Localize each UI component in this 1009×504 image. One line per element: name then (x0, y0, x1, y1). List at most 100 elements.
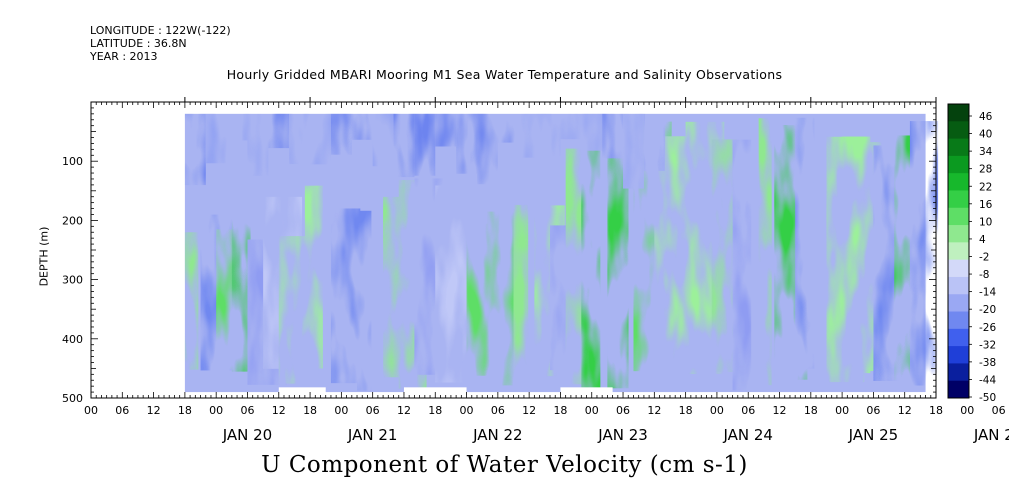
colorbar-label: -32 (979, 339, 996, 351)
x-day-label: JAN 22 (472, 426, 523, 444)
field-band (560, 113, 582, 140)
field-band (602, 113, 624, 159)
colorbar-swatch (948, 173, 969, 191)
x-tick-label: 00 (84, 404, 98, 417)
field-band (623, 113, 644, 189)
colorbar-swatch (948, 225, 969, 243)
x-tick-label: 12 (272, 404, 286, 417)
field-band (539, 113, 561, 156)
y-axis-label: DEPTH (m) (37, 226, 51, 287)
field-band (607, 138, 629, 389)
field-band (226, 113, 248, 141)
chart-title: Hourly Gridded MBARI Mooring M1 Sea Wate… (226, 67, 783, 82)
field-gap (403, 387, 467, 394)
colorbar-swatch (948, 380, 969, 399)
field-band (435, 113, 457, 147)
field-band (184, 232, 199, 370)
field-band (304, 185, 323, 369)
colorbar-swatch (948, 259, 969, 278)
x-axis-label: U Component of Water Velocity (cm s-1) (261, 452, 748, 478)
colorbar-label: 34 (979, 146, 993, 158)
field-band (711, 139, 737, 372)
y-tick-label: 400 (62, 333, 83, 346)
x-day-label: JAN 23 (597, 426, 648, 444)
field-band (372, 113, 394, 167)
field-band (351, 113, 373, 140)
x-day-label: JAN 25 (848, 426, 899, 444)
x-tick-label: 06 (616, 404, 630, 417)
x-tick-label: 00 (209, 404, 223, 417)
field-band (513, 204, 529, 375)
velocity-field (184, 113, 939, 394)
field-band (310, 113, 331, 165)
y-tick-label: 500 (62, 392, 83, 405)
field-gap (560, 387, 613, 394)
field-band (476, 113, 498, 185)
field-gap (278, 387, 326, 394)
colorbar-label: 40 (979, 129, 992, 141)
x-tick-label: 18 (178, 404, 192, 417)
colorbar-swatch (948, 294, 969, 313)
x-tick-label: 18 (303, 404, 317, 417)
field-band (456, 113, 477, 174)
longitude-label: LONGITUDE : 122W(-122) (90, 24, 231, 37)
x-tick-label: 00 (710, 404, 724, 417)
colorbar: 46 40 34 28 22 16 10 4 -2 -8 -14 -20 -26 -32 -38 -44 -50 (947, 103, 996, 404)
x-tick-label: 12 (397, 404, 411, 417)
colorbar-label: 46 (979, 111, 993, 123)
colorbar-label: 4 (979, 234, 986, 246)
field-band (581, 141, 601, 392)
field-band (247, 113, 269, 176)
field-band (795, 117, 815, 369)
x-tick-label: 12 (773, 404, 787, 417)
field-band (231, 184, 251, 372)
colorbar-label: 10 (979, 216, 992, 228)
field-band (216, 229, 235, 369)
field-band (732, 139, 752, 391)
x-tick-label: 18 (553, 404, 567, 417)
colorbar-swatch (948, 121, 969, 140)
x-tick-label: 06 (115, 404, 129, 417)
field-band (643, 113, 665, 171)
year-label: YEAR : 2013 (90, 50, 158, 63)
colorbar-swatch (948, 138, 969, 157)
field-band (268, 113, 290, 149)
x-tick-label: 06 (866, 404, 880, 417)
field-band (654, 136, 691, 371)
x-tick-label: 06 (366, 404, 380, 417)
colorbar-label: -38 (979, 357, 996, 369)
field-band (518, 113, 540, 158)
x-day-label: JAN 26 (973, 426, 1009, 444)
colorbar-swatch (948, 242, 969, 261)
field-band (330, 113, 352, 155)
colorbar-frame (947, 103, 970, 399)
colorbar-swatch (948, 363, 969, 382)
colorbar-swatch (948, 276, 969, 295)
x-tick-label: 12 (647, 404, 661, 417)
colorbar-label: 28 (979, 164, 992, 176)
x-tick-label: 06 (491, 404, 505, 417)
colorbar-label: 16 (979, 199, 993, 211)
x-tick-label: 06 (992, 404, 1006, 417)
colorbar-swatch (948, 190, 969, 209)
x-tick-label: 06 (741, 404, 755, 417)
x-day-label: JAN 24 (722, 426, 773, 444)
colorbar-label: -26 (979, 322, 996, 334)
latitude-label: LATITUDE : 36.8N (90, 37, 187, 50)
field-bands (184, 113, 939, 392)
colorbar-swatch (948, 328, 969, 347)
colorbar-swatch (948, 155, 969, 174)
colorbar-label: -44 (979, 374, 996, 386)
x-tick-label: 00 (585, 404, 599, 417)
x-tick-label: 12 (522, 404, 536, 417)
x-tick-label: 00 (460, 404, 474, 417)
colorbar-label: -14 (979, 287, 996, 299)
x-tick-label: 18 (679, 404, 693, 417)
field-band (184, 113, 206, 186)
field-band (393, 113, 415, 178)
colorbar-label: 22 (979, 181, 992, 193)
x-day-label: JAN 21 (347, 426, 398, 444)
x-day-label: JAN 20 (222, 426, 273, 444)
field-band (909, 121, 939, 386)
